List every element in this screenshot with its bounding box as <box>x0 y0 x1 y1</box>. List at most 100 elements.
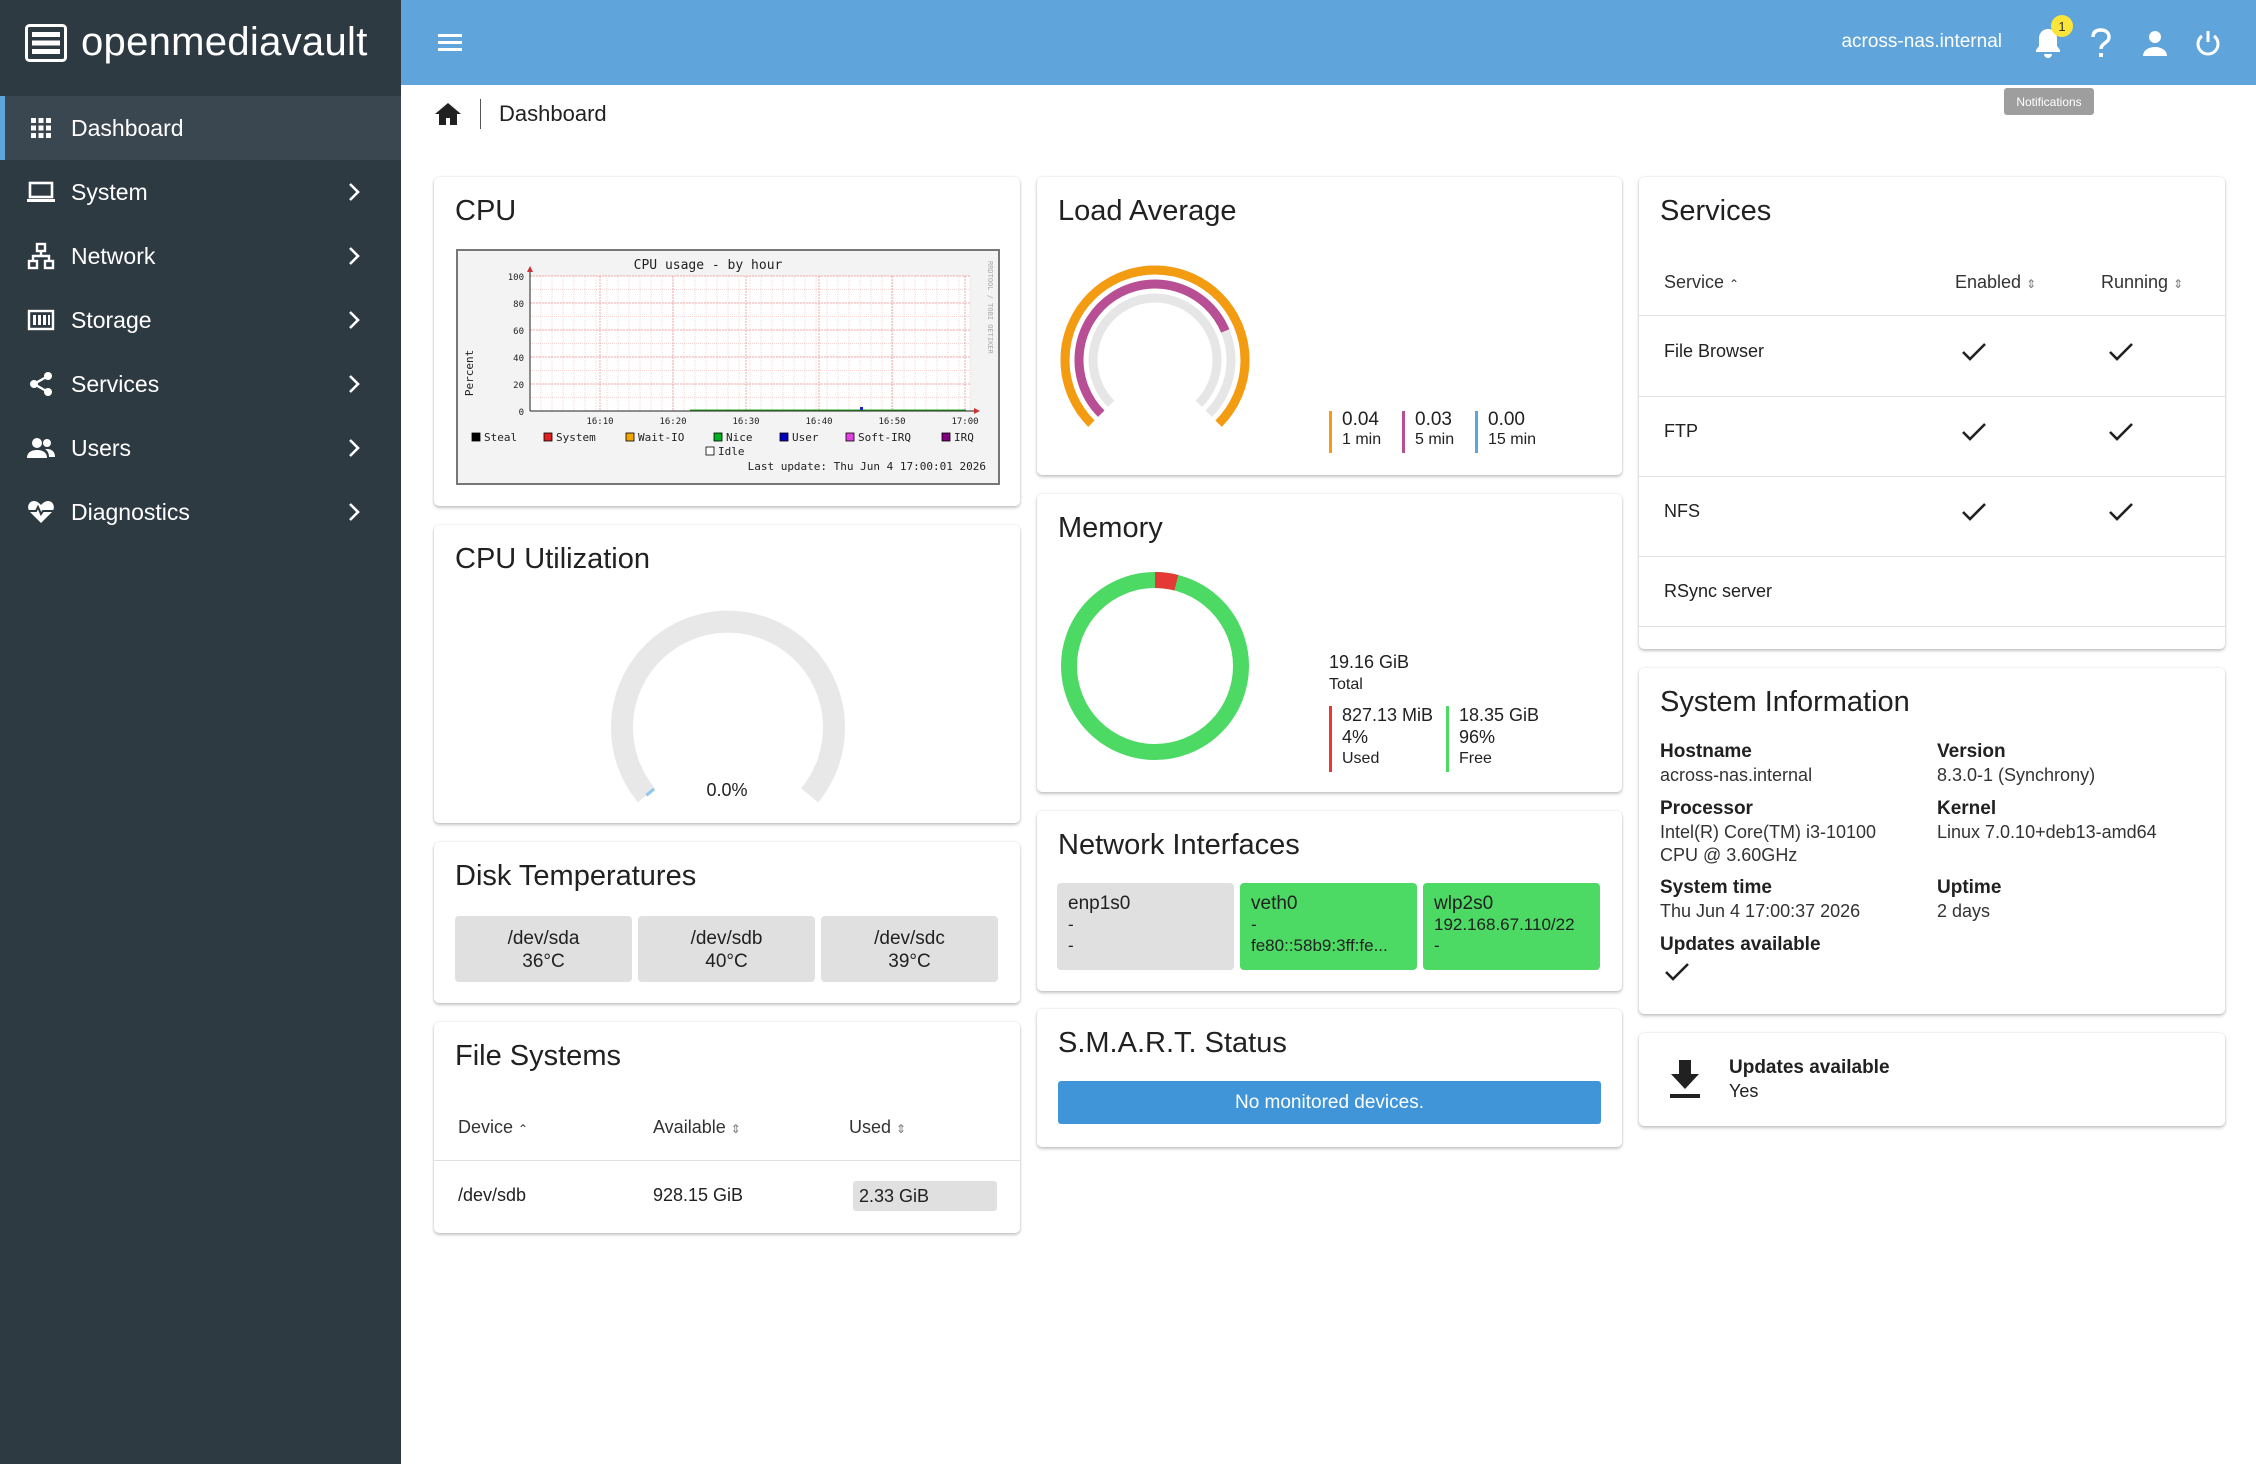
sidebar-item-services[interactable]: Services <box>0 352 401 416</box>
fs-header-used[interactable]: Used ⇕ <box>849 1117 906 1138</box>
load-legend-15min: 0.00 15 min <box>1475 409 1536 453</box>
memory-total-label: Total <box>1329 676 1363 693</box>
sidebar-item-storage[interactable]: Storage <box>0 288 401 352</box>
breadcrumb-separator <box>480 99 481 129</box>
check-icon <box>1962 503 1986 521</box>
fs-header-device[interactable]: Device ⌃ <box>458 1117 528 1138</box>
breadcrumb-current: Dashboard <box>499 101 607 126</box>
network-icon <box>25 240 57 272</box>
table-row[interactable]: File Browser <box>1639 316 2225 396</box>
memory-total-value: 19.16 GiB <box>1329 652 1410 672</box>
uptime-value: 2 days <box>1937 901 1991 921</box>
users-icon <box>25 432 57 464</box>
table-row[interactable]: RSync server <box>1639 556 2225 626</box>
load-legend-5min: 0.03 5 min <box>1402 409 1454 453</box>
hostname-value: across-nas.internal <box>1660 765 1813 785</box>
sort-icon: ⇕ <box>730 1122 741 1136</box>
sidebar-item-diagnostics[interactable]: Diagnostics <box>0 480 401 544</box>
updates-available-label: Updates available <box>1660 934 1821 955</box>
sidebar-item-dashboard[interactable]: Dashboard <box>0 96 401 160</box>
menu-toggle-button[interactable] <box>435 27 465 62</box>
sidebar-item-label: Users <box>71 434 132 461</box>
legend-swatch <box>471 432 481 442</box>
sidebar-item-label: Storage <box>71 306 152 333</box>
cpu-utilization-title: CPU Utilization <box>455 543 650 575</box>
system-information-title: System Information <box>1660 686 1910 718</box>
check-icon <box>2109 503 2133 521</box>
user-menu-button[interactable] <box>2138 26 2172 60</box>
disk-temperatures-title: Disk Temperatures <box>455 860 697 892</box>
y-tick-label: 80 <box>513 300 524 310</box>
cpu-utilization-value: 0.0% <box>706 780 748 800</box>
gauge-track <box>1088 293 1222 408</box>
home-icon[interactable] <box>434 101 462 127</box>
chevron-right-icon <box>349 439 360 457</box>
updates-available-card: Updates available Yes <box>1639 1033 2225 1126</box>
nic-tile-enp1s0: enp1s0- - <box>1057 883 1234 970</box>
row-divider <box>1639 315 2225 316</box>
disk-tile-sdb: /dev/sdb 40°C <box>638 916 815 982</box>
nic-tile-wlp2s0: wlp2s0 192.168.67.110/22 - <box>1423 883 1600 970</box>
sort-icon: ⇕ <box>2026 277 2037 291</box>
disk-temperature: 40°C <box>705 951 748 972</box>
check-icon <box>1665 963 1689 981</box>
memory-free-segment <box>1061 572 1249 760</box>
nav-menu: Dashboard System Network Storage Service… <box>0 96 401 544</box>
disk-temperature: 39°C <box>888 951 931 972</box>
nic-address-1: - <box>1251 915 1257 934</box>
chevron-right-icon <box>349 247 360 265</box>
memory-free-value: 18.35 GiB <box>1459 705 1540 725</box>
updates-card-title: Updates available <box>1729 1057 1890 1078</box>
y-tick-label: 20 <box>513 381 524 391</box>
power-button[interactable] <box>2191 26 2225 60</box>
heartbeat-icon <box>25 496 57 528</box>
cpu-card-title: CPU <box>455 195 517 227</box>
disk-temperatures-card: Disk Temperatures /dev/sda 36°C /dev/sdb 4… <box>434 842 1020 1003</box>
nic-address-1: 192.168.67.110/22 <box>1434 915 1575 934</box>
sidebar-item-users[interactable]: Users <box>0 416 401 480</box>
y-tick-label: 40 <box>513 354 524 364</box>
sidebar-item-network[interactable]: Network <box>0 224 401 288</box>
sidebar-item-label: System <box>71 178 148 205</box>
nic-name: wlp2s0 <box>1434 893 1494 914</box>
download-icon <box>1670 1060 1700 1098</box>
service-name: FTP <box>1664 421 1698 441</box>
table-row[interactable]: FTP <box>1639 396 2225 476</box>
disk-device: /dev/sdb <box>690 928 763 949</box>
notifications-button[interactable]: 1 <box>2031 15 2073 60</box>
uptime-label: Uptime <box>1937 877 2002 898</box>
legend-label: User <box>792 431 819 444</box>
services-header-service[interactable]: Service ⌃ <box>1664 272 1739 293</box>
nic-name: veth0 <box>1251 893 1298 914</box>
kernel-label: Kernel <box>1937 798 1997 819</box>
graph-side-label: RRDTOOL / TOBI OETIKER <box>986 261 994 355</box>
sidebar-item-label: Dashboard <box>71 114 184 141</box>
hostname-label: Hostname <box>1660 741 1752 762</box>
y-tick-label: 60 <box>513 327 524 337</box>
memory-used-segment <box>1061 572 1249 760</box>
chevron-right-icon <box>349 503 360 521</box>
legend-label: Steal <box>484 431 517 444</box>
help-button[interactable] <box>2084 26 2118 60</box>
sort-asc-icon: ⌃ <box>518 1122 529 1136</box>
memory-title: Memory <box>1058 512 1163 544</box>
notification-badge: 1 <box>2051 15 2073 37</box>
service-name: NFS <box>1664 501 1700 521</box>
server-logo-icon <box>25 23 67 62</box>
services-header-enabled[interactable]: Enabled ⇕ <box>1955 272 2036 293</box>
sidebar-item-system[interactable]: System <box>0 160 401 224</box>
table-row[interactable]: NFS <box>1639 476 2225 556</box>
header-label: Running <box>2101 272 2169 292</box>
services-header-running[interactable]: Running ⇕ <box>2101 272 2183 293</box>
legend-swatch <box>705 446 715 456</box>
check-icon <box>2109 423 2133 441</box>
check-icon <box>1962 343 1986 361</box>
fs-header-available[interactable]: Available ⇕ <box>653 1117 741 1138</box>
version-value: 8.3.0-1 (Synchrony) <box>1937 765 2096 785</box>
help-icon <box>2091 28 2111 57</box>
network-interfaces-title: Network Interfaces <box>1058 829 1300 861</box>
processor-value-line2: CPU @ 3.60GHz <box>1660 845 1798 865</box>
logo[interactable]: openmediavault <box>0 0 401 85</box>
legend-label: System <box>556 431 596 444</box>
logo-text: openmediavault <box>81 20 368 64</box>
